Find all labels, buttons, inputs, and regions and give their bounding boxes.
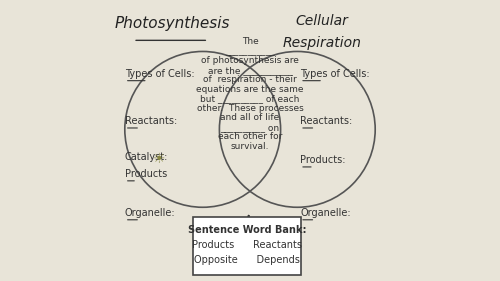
Text: Products:: Products: [300, 155, 346, 165]
Text: Products      Reactants: Products Reactants [192, 240, 302, 250]
Text: Respiration: Respiration [283, 36, 362, 50]
Text: Reactants:: Reactants: [125, 116, 177, 126]
FancyBboxPatch shape [193, 217, 302, 275]
Text: and all of life: and all of life [220, 113, 280, 122]
Text: Types of Cells:: Types of Cells: [125, 69, 194, 79]
Text: Catalyst:: Catalyst: [125, 152, 168, 162]
Text: of photosynthesis are: of photosynthesis are [201, 56, 299, 65]
Text: Sentence Word Bank:: Sentence Word Bank: [188, 225, 306, 235]
Text: The: The [242, 37, 258, 46]
Text: survival.: survival. [231, 142, 269, 151]
Text: ☀: ☀ [154, 151, 166, 166]
Text: Products: Products [125, 169, 167, 179]
Text: ___________: ___________ [225, 47, 275, 56]
Text: of  respiration - their: of respiration - their [203, 75, 297, 84]
Text: Organelle:: Organelle: [300, 208, 350, 218]
Text: each other for: each other for [218, 132, 282, 141]
Text: Opposite      Depends: Opposite Depends [194, 255, 300, 265]
Text: __________ on: __________ on [220, 123, 280, 132]
Text: Cellular: Cellular [296, 14, 349, 28]
Text: but __________ of each: but __________ of each [200, 94, 300, 103]
Text: are the ___________: are the ___________ [208, 66, 292, 75]
Text: equations are the same: equations are the same [196, 85, 304, 94]
Text: Reactants:: Reactants: [300, 116, 352, 126]
Text: Photosynthesis: Photosynthesis [114, 16, 230, 31]
Text: Organelle:: Organelle: [125, 208, 176, 218]
Text: other.  These processes: other. These processes [196, 104, 304, 113]
Text: Types of Cells:: Types of Cells: [300, 69, 370, 79]
